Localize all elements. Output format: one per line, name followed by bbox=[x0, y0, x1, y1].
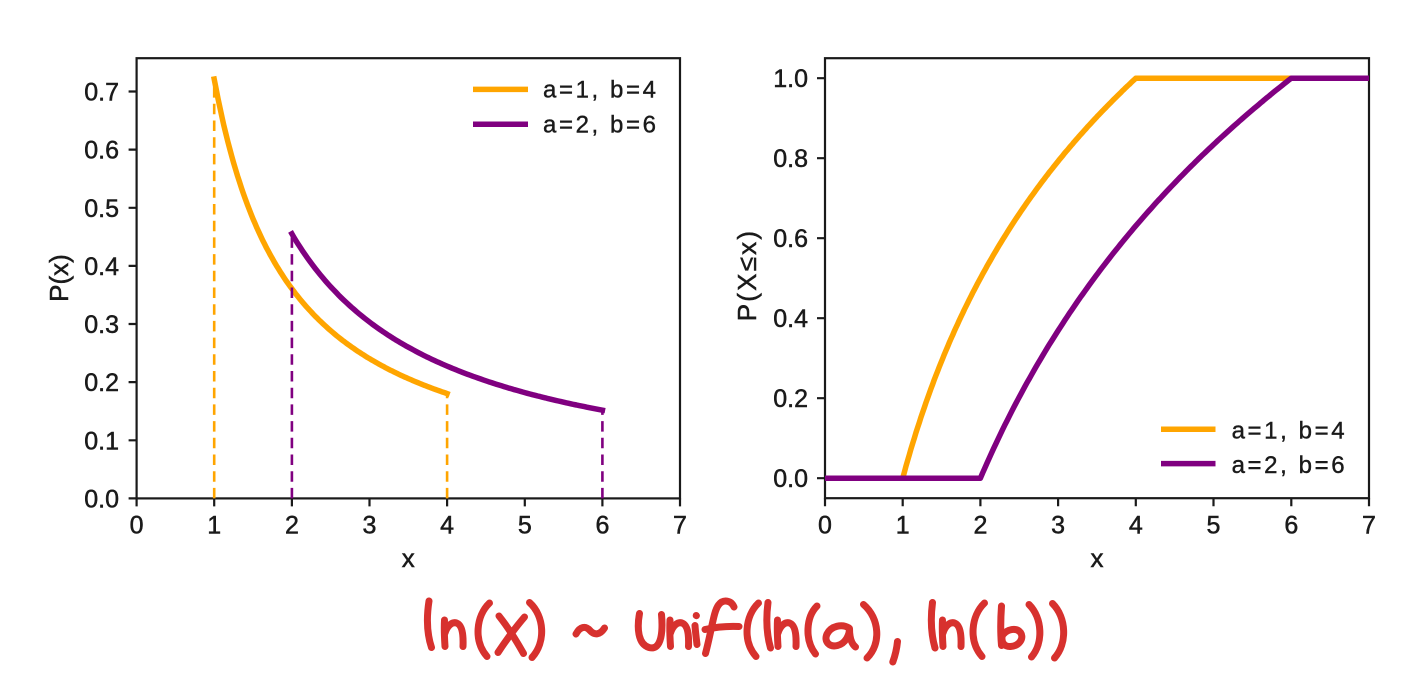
svg-text:1: 1 bbox=[896, 512, 910, 540]
svg-text:x: x bbox=[402, 543, 415, 573]
svg-text:1.0: 1.0 bbox=[773, 65, 808, 93]
svg-text:0.0: 0.0 bbox=[84, 485, 119, 513]
svg-text:6: 6 bbox=[595, 512, 609, 540]
svg-text:0.6: 0.6 bbox=[84, 137, 119, 165]
svg-text:7: 7 bbox=[673, 512, 687, 540]
svg-text:7: 7 bbox=[1362, 512, 1376, 540]
svg-text:6: 6 bbox=[1284, 512, 1298, 540]
svg-text:0.4: 0.4 bbox=[84, 253, 119, 281]
svg-text:0.8: 0.8 bbox=[773, 145, 808, 173]
svg-text:a=2, b=6: a=2, b=6 bbox=[1232, 452, 1348, 479]
svg-text:0.1: 0.1 bbox=[84, 427, 119, 455]
svg-text:0.3: 0.3 bbox=[84, 311, 119, 339]
svg-text:0: 0 bbox=[130, 512, 144, 540]
svg-text:1: 1 bbox=[207, 512, 221, 540]
svg-text:a=1, b=4: a=1, b=4 bbox=[1232, 418, 1348, 445]
svg-text:3: 3 bbox=[363, 512, 377, 540]
svg-text:0.7: 0.7 bbox=[84, 79, 119, 107]
svg-text:x: x bbox=[1091, 543, 1104, 573]
svg-text:0.5: 0.5 bbox=[84, 195, 119, 223]
svg-text:5: 5 bbox=[518, 512, 532, 540]
svg-text:0: 0 bbox=[818, 512, 832, 540]
svg-text:4: 4 bbox=[1129, 512, 1143, 540]
svg-text:a=1, b=4: a=1, b=4 bbox=[543, 77, 659, 104]
svg-text:2: 2 bbox=[285, 512, 299, 540]
svg-text:5: 5 bbox=[1207, 512, 1221, 540]
svg-text:0.2: 0.2 bbox=[773, 385, 808, 413]
svg-text:P(X≤x): P(X≤x) bbox=[732, 229, 762, 321]
svg-text:P(x): P(x) bbox=[44, 254, 74, 302]
svg-text:0.6: 0.6 bbox=[773, 225, 808, 253]
svg-text:0.2: 0.2 bbox=[84, 369, 119, 397]
svg-text:a=2, b=6: a=2, b=6 bbox=[543, 111, 659, 138]
svg-text:2: 2 bbox=[973, 512, 987, 540]
svg-text:0.4: 0.4 bbox=[773, 305, 808, 333]
svg-text:4: 4 bbox=[440, 512, 454, 540]
svg-text:0.0: 0.0 bbox=[773, 465, 808, 493]
svg-text:3: 3 bbox=[1051, 512, 1065, 540]
